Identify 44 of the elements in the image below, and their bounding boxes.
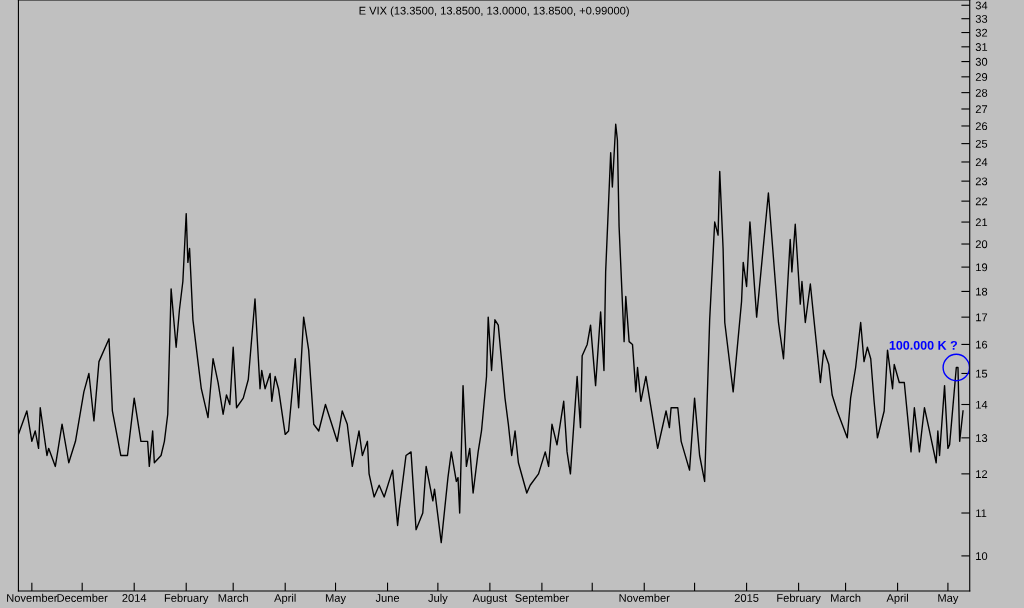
x-tick-label: August — [472, 594, 508, 605]
y-tick-label: 19 — [976, 263, 988, 272]
x-tick-label: June — [375, 594, 400, 602]
y-tick-label: 14 — [976, 400, 988, 409]
x-tick-label: May — [938, 594, 959, 605]
y-tick-label: 20 — [975, 240, 988, 249]
y-tick-label: 21 — [975, 218, 988, 227]
y-tick-label: 10 — [976, 552, 988, 561]
y-tick-label: 24 — [975, 158, 988, 167]
x-tick-label: March — [218, 593, 248, 602]
y-tick-label: 11 — [976, 509, 987, 518]
x-tick-label: 2014 — [122, 594, 147, 602]
x-tick-label: February — [164, 593, 209, 605]
y-tick-label: 18 — [976, 287, 988, 296]
y-tick-label: 22 — [975, 197, 988, 206]
x-tick-label: September — [515, 593, 569, 605]
x-tick-label: July — [428, 593, 448, 605]
x-tick-label: April — [886, 593, 908, 605]
y-tick-label: 23 — [975, 177, 988, 186]
y-tick-label: 28 — [975, 88, 988, 97]
y-tick-label: 27 — [975, 105, 988, 114]
y-tick-label: 15 — [976, 369, 988, 378]
x-tick-label: November — [7, 593, 58, 602]
x-tick-label: December — [57, 593, 108, 602]
x-tick-label: March — [831, 593, 861, 602]
x-tick-label: May — [325, 594, 347, 605]
x-tick-label: 2015 — [734, 594, 759, 602]
y-tick-label: 25 — [975, 139, 988, 148]
y-tick-label: 17 — [976, 313, 988, 322]
x-tick-label: November — [619, 593, 670, 602]
y-tick-label: 12 — [976, 470, 988, 478]
y-tick-label: 13 — [976, 434, 988, 442]
y-tick-label: 32 — [975, 28, 988, 37]
x-tick-label: February — [777, 593, 821, 605]
text: E VIX (13.3500, 13.8500, 13.0000, 13.8500, +0.99000) — [359, 6, 629, 17]
y-tick-label: 33 — [975, 14, 988, 23]
y-tick-label: 16 — [976, 340, 988, 349]
annotation: 100.000 K ? — [889, 340, 957, 350]
y-tick-label: 34 — [975, 1, 988, 10]
y-tick-label: 29 — [975, 73, 988, 81]
x-tick-label: April — [274, 593, 296, 605]
y-tick-label: 31 — [975, 43, 988, 51]
y-tick-label: 26 — [975, 122, 988, 131]
y-tick-label: 30 — [975, 57, 988, 66]
